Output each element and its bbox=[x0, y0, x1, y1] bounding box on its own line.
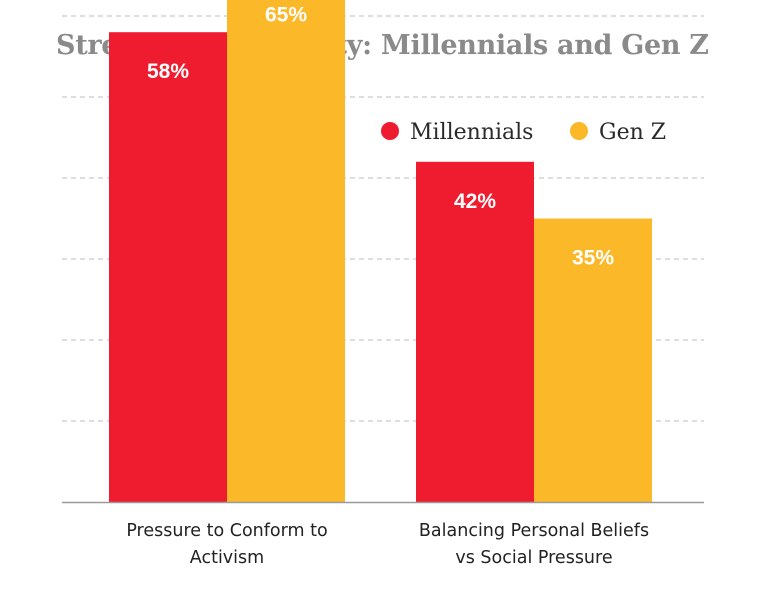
legend-marker bbox=[381, 122, 399, 140]
category-label: Balancing Personal Beliefs vs Social Pres… bbox=[419, 521, 649, 568]
legend-label: Gen Z bbox=[599, 120, 666, 145]
data-label: 42% bbox=[454, 190, 496, 213]
category-label: Pressure to Conform to Activism bbox=[126, 521, 327, 568]
legend-label: Millennials bbox=[410, 120, 533, 145]
legend-marker bbox=[570, 122, 588, 140]
bar-millennials-1 bbox=[416, 161, 534, 503]
legend: Millennials Gen Z bbox=[381, 120, 666, 145]
bar-millennials-0 bbox=[109, 32, 227, 502]
data-label: 58% bbox=[147, 60, 189, 83]
bar-gen-z-0 bbox=[227, 0, 345, 502]
data-label: 35% bbox=[572, 247, 614, 270]
bar-gen-z-1 bbox=[534, 218, 652, 502]
data-label: 65% bbox=[265, 4, 307, 27]
category-labels: Pressure to Conform to Activism Balancing … bbox=[126, 521, 649, 568]
bars: 58% 42% 65% 35% bbox=[109, 0, 652, 503]
